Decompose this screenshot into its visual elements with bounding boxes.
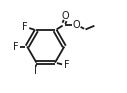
Text: F: F (13, 41, 19, 52)
Text: F: F (22, 22, 28, 32)
Text: O: O (73, 20, 80, 30)
Text: F: F (64, 60, 69, 70)
Text: I: I (34, 66, 37, 76)
Text: O: O (61, 11, 69, 21)
